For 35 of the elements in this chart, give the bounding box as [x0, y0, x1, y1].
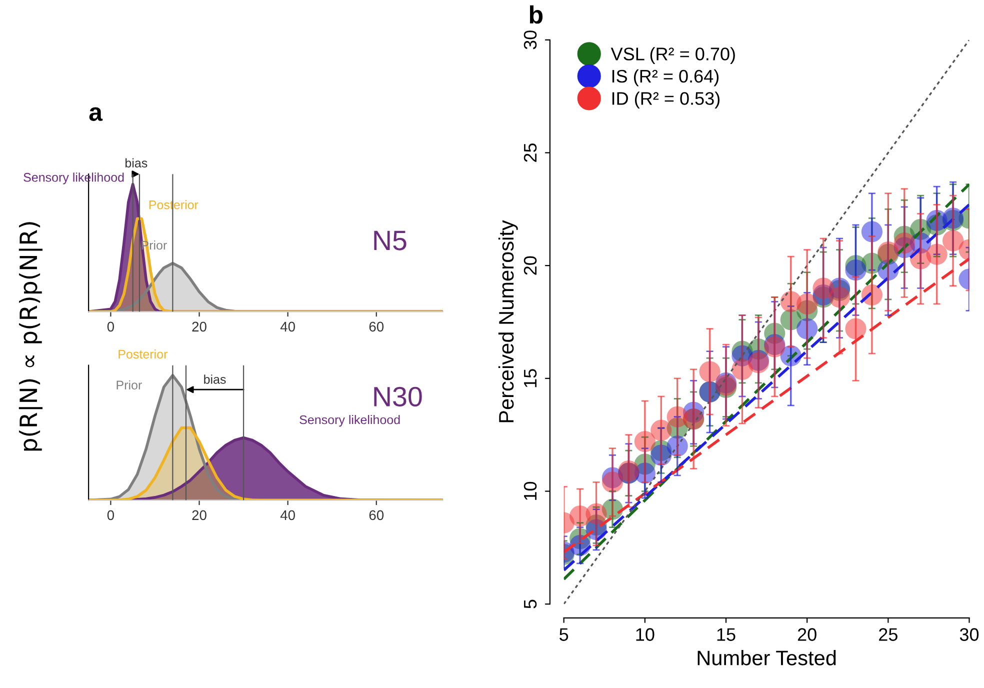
y-tick-label: 10 [524, 482, 537, 500]
y-tick-label: 15 [524, 369, 537, 388]
y-tick-label: 30 [524, 30, 537, 50]
x-tick-label: 60 [369, 510, 384, 520]
y-tick-label: 20 [524, 256, 537, 275]
x-tick-label: 15 [717, 628, 736, 641]
x-axis-title: Number Tested [698, 650, 836, 666]
legend-label: IS (R² = 0.64) [612, 69, 719, 86]
legend-label: VSL (R² = 0.70) [610, 47, 735, 64]
x-tick-label: 60 [369, 322, 384, 332]
x-tick-label: 10 [636, 628, 654, 641]
text: bias [126, 158, 148, 168]
y-tick-label: 5 [524, 600, 537, 608]
y-axis-title: p(R|N) ∝ p(R)p(N|R) [18, 222, 43, 451]
x-tick-label: 0 [107, 322, 114, 332]
y-axis-title: Perceived Numerosity [498, 220, 518, 422]
x-tick-label: 30 [960, 628, 979, 641]
x-tick-label: 40 [280, 322, 295, 332]
y-tick-label: 25 [524, 143, 537, 162]
chart-title: a [89, 107, 103, 121]
x-tick-label: 20 [192, 322, 206, 332]
x-tick-label: 40 [280, 510, 295, 520]
annotation: N5 [374, 230, 406, 250]
x-tick-label: 20 [192, 510, 206, 520]
text: Posterior [118, 349, 168, 359]
annotation: bias [204, 374, 226, 384]
x-tick-label: 0 [107, 510, 114, 520]
annotation: N30 [374, 386, 422, 406]
x-tick-label: 20 [798, 628, 816, 641]
x-tick-label: 25 [879, 628, 898, 641]
legend-label: ID (R² = 0.53) [612, 92, 720, 108]
x-tick-label: 5 [560, 628, 568, 641]
text: Sensory likelihood [300, 414, 400, 427]
series-label: Prior [116, 380, 142, 390]
chart-title: b [530, 5, 543, 24]
